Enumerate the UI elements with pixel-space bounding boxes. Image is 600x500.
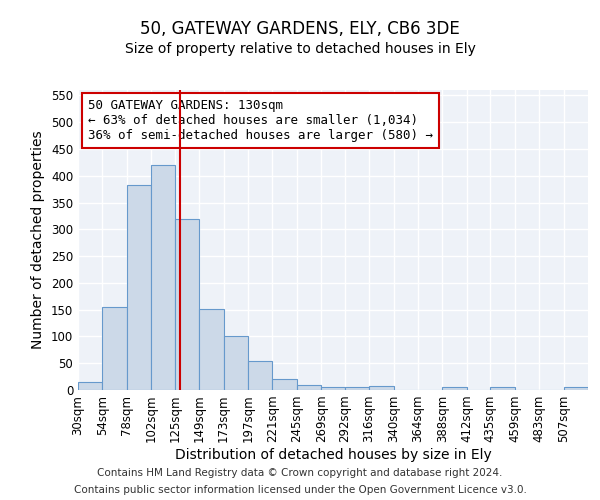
Bar [297,384,321,390]
Bar [369,386,394,390]
Bar [345,387,369,390]
Text: Size of property relative to detached houses in Ely: Size of property relative to detached ho… [125,42,475,56]
Bar [175,218,199,390]
Bar [442,388,467,390]
Bar [78,382,103,390]
Bar [272,380,297,390]
Text: 50 GATEWAY GARDENS: 130sqm
← 63% of detached houses are smaller (1,034)
36% of s: 50 GATEWAY GARDENS: 130sqm ← 63% of deta… [88,99,433,142]
Bar [103,307,127,390]
Bar [127,185,151,390]
Bar [151,165,175,390]
Bar [563,388,588,390]
Y-axis label: Number of detached properties: Number of detached properties [31,130,46,350]
Bar [199,308,224,390]
Bar [321,387,345,390]
X-axis label: Distribution of detached houses by size in Ely: Distribution of detached houses by size … [175,448,491,462]
Bar [248,360,272,390]
Text: 50, GATEWAY GARDENS, ELY, CB6 3DE: 50, GATEWAY GARDENS, ELY, CB6 3DE [140,20,460,38]
Text: Contains HM Land Registry data © Crown copyright and database right 2024.: Contains HM Land Registry data © Crown c… [97,468,503,477]
Text: Contains public sector information licensed under the Open Government Licence v3: Contains public sector information licen… [74,485,526,495]
Bar [224,336,248,390]
Bar [490,388,515,390]
